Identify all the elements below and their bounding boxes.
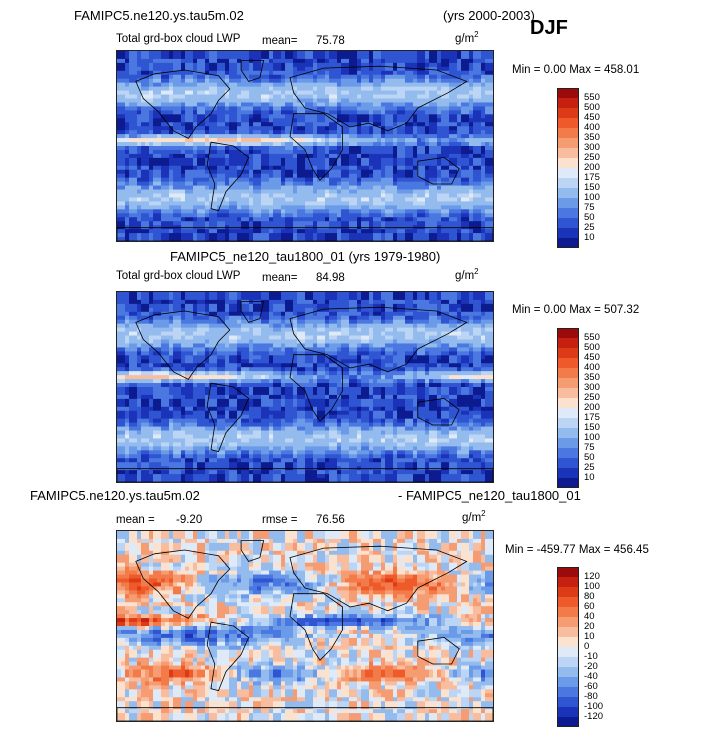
colorbar-label: 500 <box>584 342 600 353</box>
panel3-units: g/m2 <box>462 509 486 524</box>
colorbar-label: -80 <box>584 691 598 702</box>
colorbar-label: 400 <box>584 122 600 133</box>
colorbar-label: 25 <box>584 222 595 233</box>
field-cells <box>117 292 493 482</box>
colorbar-label: 500 <box>584 102 600 113</box>
colorbar-label: 100 <box>584 192 600 203</box>
colorbar-label: 10 <box>584 472 595 483</box>
coastlines <box>117 540 493 721</box>
colorbar-label: 75 <box>584 442 595 453</box>
colorbar-label: 400 <box>584 362 600 373</box>
panel1-variable: Total grd-box cloud LWP <box>116 33 241 45</box>
panel3-map <box>116 530 494 722</box>
panel2-units: g/m2 <box>455 267 479 282</box>
colorbar-label: -100 <box>584 701 604 712</box>
colorbar-label: 450 <box>584 352 600 363</box>
colorbar-label: 200 <box>584 162 600 173</box>
colorbar-label: 75 <box>584 202 595 213</box>
colorbar-label: 10 <box>584 232 595 243</box>
panel2-variable: Total grd-box cloud LWP <box>116 270 241 282</box>
field-cells <box>117 531 493 721</box>
panel3-rmse-value: 76.56 <box>316 514 345 526</box>
colorbar-label: 175 <box>584 412 600 423</box>
colorbar-label: 100 <box>584 581 600 592</box>
panel1-mean-value: 75.78 <box>316 35 345 47</box>
panel3-mean-value: -9.20 <box>176 514 203 526</box>
colorbar-label: 60 <box>584 601 595 612</box>
panel1-field <box>117 51 493 241</box>
colorbar-label: 200 <box>584 402 600 413</box>
panel3-rmse-label: rmse = <box>262 514 298 526</box>
case2-title: FAMIPC5_ne120_tau1800_01 (yrs 1979-1980) <box>170 249 441 264</box>
colorbar-label: 50 <box>584 212 595 223</box>
colorbar-label: 150 <box>584 182 600 193</box>
panel2-field <box>117 292 493 482</box>
colorbar-label: 350 <box>584 132 600 143</box>
panel1-mean-label: mean= <box>262 35 298 47</box>
panel1-map <box>116 50 494 242</box>
diff-left-title: FAMIPC5.ne120.ys.tau5m.02 <box>30 488 200 503</box>
panel1-units: g/m2 <box>455 30 479 45</box>
colorbar-label: 100 <box>584 432 600 443</box>
colorbar-label: 150 <box>584 422 600 433</box>
colorbar-label: 0 <box>584 641 590 652</box>
colorbar-label: -20 <box>584 661 598 672</box>
panel3-minmax: Min = -459.77 Max = 456.45 <box>505 544 649 556</box>
colorbar-label: 250 <box>584 152 600 163</box>
colorbar-label: 550 <box>584 332 600 343</box>
colorbar-label: 50 <box>584 452 595 463</box>
colorbar-label: 25 <box>584 462 595 473</box>
field-cells <box>117 51 493 241</box>
colorbar-label: 175 <box>584 172 600 183</box>
colorbar-label: 350 <box>584 372 600 383</box>
coastlines <box>117 301 493 482</box>
colorbar-frame <box>557 328 579 488</box>
diff-right-title: - FAMIPC5_ne120_tau1800_01 <box>398 488 581 503</box>
colorbar-label: 450 <box>584 112 600 123</box>
colorbar-label: 40 <box>584 611 595 622</box>
colorbar-label: 300 <box>584 142 600 153</box>
colorbar-label: 80 <box>584 591 595 602</box>
panel3-field <box>117 531 493 721</box>
colorbar-label: 10 <box>584 631 595 642</box>
colorbar-label: -60 <box>584 681 598 692</box>
panel3-mean-label: mean = <box>116 514 155 526</box>
colorbar-label: 300 <box>584 382 600 393</box>
colorbar-label: -40 <box>584 671 598 682</box>
panel2-map <box>116 291 494 483</box>
colorbar-label: 20 <box>584 621 595 632</box>
colorbar-frame <box>557 88 579 248</box>
colorbar-label: 250 <box>584 392 600 403</box>
panel2-mean-value: 84.98 <box>316 272 345 284</box>
panel2-mean-label: mean= <box>262 272 298 284</box>
panel1-minmax: Min = 0.00 Max = 458.01 <box>512 64 640 76</box>
coastlines <box>117 60 493 241</box>
colorbar-label: 120 <box>584 571 600 582</box>
panel2-minmax: Min = 0.00 Max = 507.32 <box>512 304 640 316</box>
colorbar-label: -120 <box>584 711 604 722</box>
case1-years: (yrs 2000-2003) <box>443 8 535 23</box>
colorbar-frame <box>557 567 579 727</box>
case1-title: FAMIPC5.ne120.ys.tau5m.02 <box>74 8 244 23</box>
colorbar-label: 550 <box>584 92 600 103</box>
colorbar-label: -10 <box>584 651 598 662</box>
season-label: DJF <box>530 17 568 39</box>
